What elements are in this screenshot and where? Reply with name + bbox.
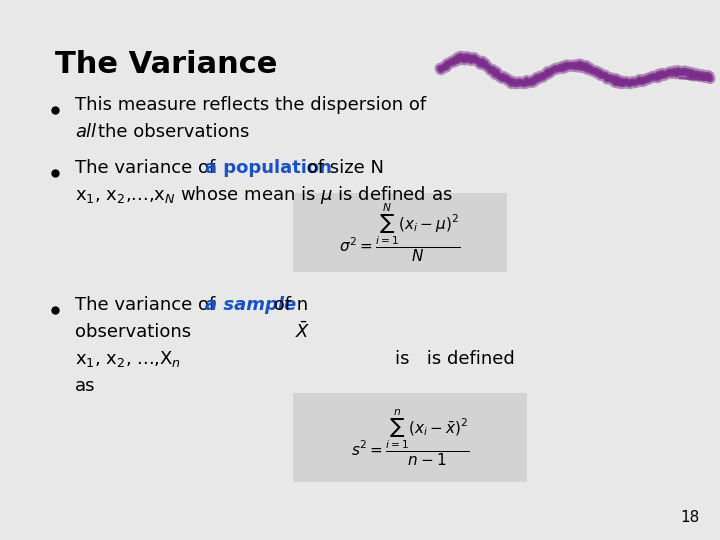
Text: 18: 18 [680,510,700,525]
Text: The variance of: The variance of [75,159,221,177]
Text: all: all [75,123,96,141]
Text: x$_1$, x$_2$,...,x$_N$ whose mean is $\mu$ is defined as: x$_1$, x$_2$,...,x$_N$ whose mean is $\m… [75,184,453,206]
FancyBboxPatch shape [293,193,507,272]
FancyBboxPatch shape [293,393,527,482]
Text: a sample: a sample [205,296,296,314]
Text: of n: of n [268,296,308,314]
Text: $\bar{X}$: $\bar{X}$ [295,322,310,342]
Text: a population: a population [205,159,332,177]
Text: of size N: of size N [301,159,384,177]
Text: as: as [75,377,96,395]
Text: x$_1$, x$_2$, ...,X$_n$: x$_1$, x$_2$, ...,X$_n$ [75,349,181,369]
Text: $s^2 = \dfrac{\sum_{i=1}^{n}(x_i - \bar{x})^2}{n-1}$: $s^2 = \dfrac{\sum_{i=1}^{n}(x_i - \bar{… [351,407,469,468]
Text: observations: observations [75,323,191,341]
Text: $\sigma^2 = \dfrac{\sum_{i=1}^{N}(x_i - \mu)^2}{N}$: $\sigma^2 = \dfrac{\sum_{i=1}^{N}(x_i - … [339,201,461,264]
Text: This measure reflects the dispersion of: This measure reflects the dispersion of [75,96,426,114]
Text: The variance of: The variance of [75,296,221,314]
Text: is   is defined: is is defined [395,350,515,368]
Text: the observations: the observations [98,123,249,141]
Text: The Variance: The Variance [55,50,277,79]
